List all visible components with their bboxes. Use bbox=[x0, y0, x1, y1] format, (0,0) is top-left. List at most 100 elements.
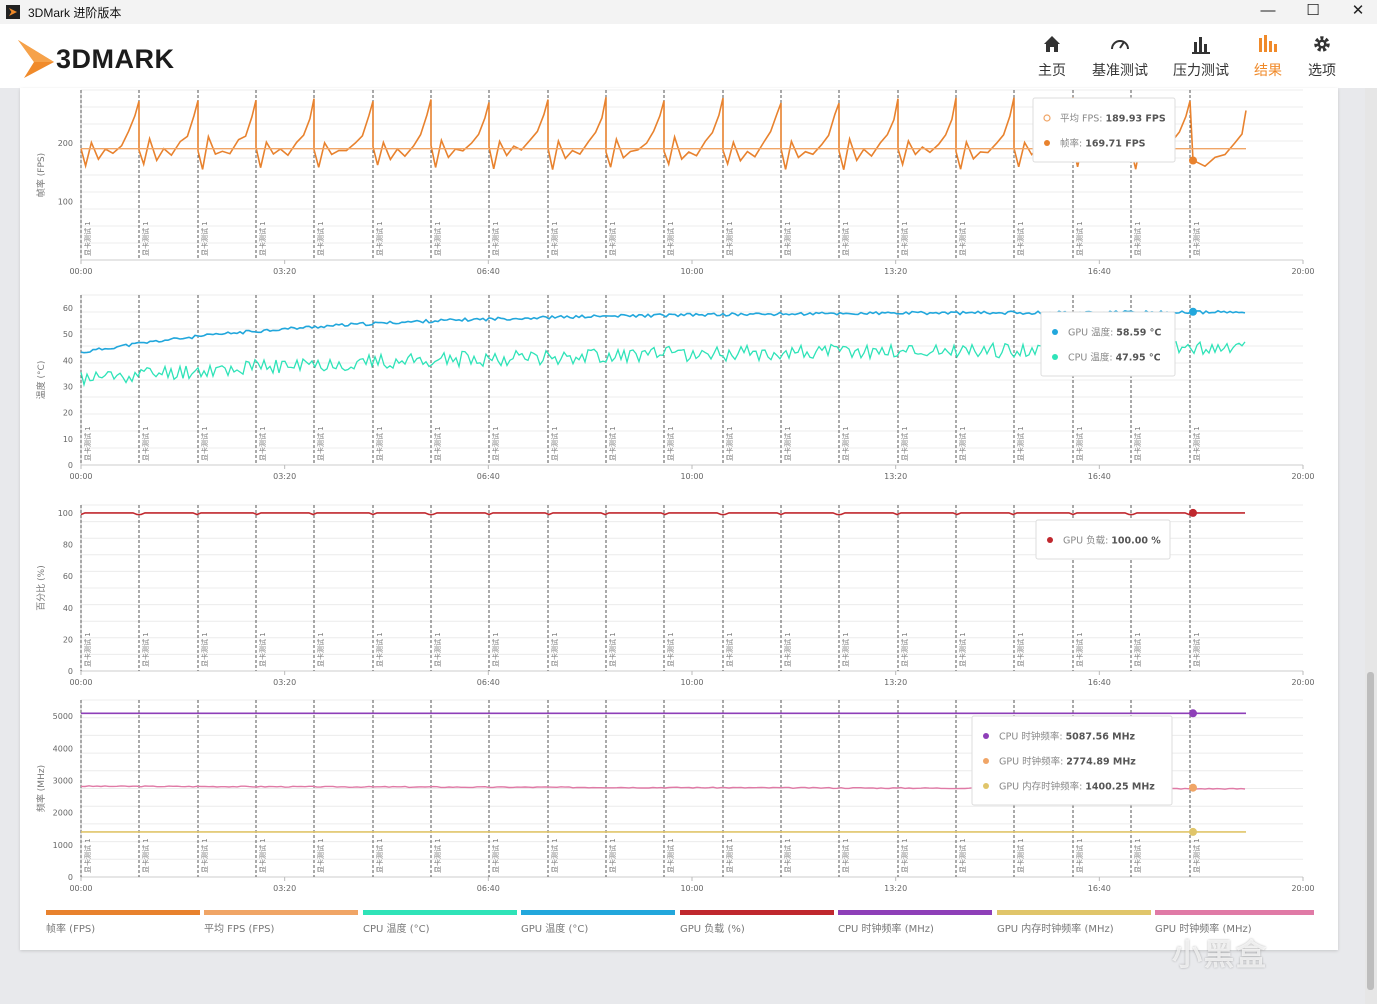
results-icon bbox=[1259, 35, 1277, 52]
tooltip-bullet bbox=[983, 758, 989, 764]
3dmark-logo[interactable]: 3DMARK bbox=[14, 32, 224, 80]
tooltip-bullet bbox=[1044, 140, 1050, 146]
close-button[interactable]: ✕ bbox=[1351, 2, 1365, 19]
y-tick-label: 100 bbox=[58, 197, 73, 206]
maximize-button[interactable]: ☐ bbox=[1306, 2, 1320, 19]
x-tick-label: 06:40 bbox=[477, 678, 500, 687]
x-tick-label: 00:00 bbox=[69, 267, 92, 276]
tooltip-bullet bbox=[1047, 537, 1053, 543]
tooltip-entry: GPU 内存时钟频率: 1400.25 MHz bbox=[999, 781, 1155, 793]
tooltip-series-name: 平均 FPS: bbox=[1060, 113, 1105, 125]
nav-home-label: 主页 bbox=[1038, 62, 1066, 78]
x-tick-label: 13:20 bbox=[884, 472, 907, 481]
y-tick-label: 20 bbox=[63, 635, 73, 644]
x-tick-label: 16:40 bbox=[1088, 267, 1111, 276]
tooltip-entry: GPU 负载: 100.00 % bbox=[1063, 535, 1161, 547]
legend-swatch-cpu-clock bbox=[838, 910, 992, 915]
test-marker-label: 显卡测试 1 bbox=[550, 221, 559, 256]
y-tick-label: 10 bbox=[63, 435, 73, 444]
nav-benchmarks[interactable]: 基准测试 bbox=[1088, 32, 1152, 88]
test-marker-label: 显卡测试 1 bbox=[725, 426, 734, 461]
legend-label-cpu-temp[interactable]: CPU 温度 (°C) bbox=[363, 924, 430, 935]
y-tick-label: 30 bbox=[63, 383, 73, 392]
legend-label-cpu-clock[interactable]: CPU 时钟频率 (MHz) bbox=[838, 924, 934, 935]
x-tick-label: 03:20 bbox=[273, 678, 296, 687]
nav-results[interactable]: 结果 bbox=[1248, 32, 1288, 88]
test-marker-label: 显卡测试 1 bbox=[1016, 632, 1025, 667]
gear-icon bbox=[1314, 36, 1330, 52]
test-marker-label: 显卡测试 1 bbox=[375, 838, 384, 873]
test-marker-label: 显卡测试 1 bbox=[725, 221, 734, 256]
test-marker-label: 显卡测试 1 bbox=[1133, 221, 1142, 256]
minimize-button[interactable]: — bbox=[1260, 2, 1276, 19]
test-marker-label: 显卡测试 1 bbox=[550, 426, 559, 461]
chart-4: 0 1000 2000 3000 4000 5000 频率 (MHz) 00:00 03:20 0… bbox=[35, 699, 1315, 893]
gpu-clock-cursor-dot bbox=[1189, 783, 1197, 792]
test-marker-label: 显卡测试 1 bbox=[1192, 221, 1201, 256]
tooltip-box bbox=[1040, 311, 1176, 377]
y-tick-label: 40 bbox=[63, 356, 73, 365]
y-axis-label: 温度 (°C) bbox=[35, 361, 47, 400]
tooltip-entry: GPU 时钟频率: 2774.89 MHz bbox=[999, 756, 1136, 768]
test-marker-label: 显卡测试 1 bbox=[900, 632, 909, 667]
test-marker-label: 显卡测试 1 bbox=[958, 426, 967, 461]
y-tick-label: 20 bbox=[63, 409, 73, 418]
legend-swatch-gpu-temp bbox=[521, 910, 675, 915]
nav-stress-tests[interactable]: 压力测试 bbox=[1170, 32, 1232, 88]
x-tick-label: 06:40 bbox=[477, 884, 500, 893]
legend-swatch-avg-fps bbox=[204, 910, 358, 915]
legend-swatch-fps bbox=[46, 910, 200, 915]
tooltip-1: 平均 FPS: 189.93 FPS 帧率: 169.71 FPS bbox=[1032, 97, 1176, 163]
legend-label-fps[interactable]: 帧率 (FPS) bbox=[46, 924, 96, 935]
title-bar: 3DMark 进阶版本 — ☐ ✕ bbox=[0, 0, 1377, 24]
test-marker-label: 显卡测试 1 bbox=[433, 838, 442, 873]
watermark: 小黑盒 bbox=[1172, 939, 1268, 972]
x-tick-label: 13:20 bbox=[884, 678, 907, 687]
tooltip-series-name: GPU 内存时钟频率: bbox=[999, 781, 1085, 793]
legend-label-gpu-mem-clock[interactable]: GPU 内存时钟频率 (MHz) bbox=[997, 924, 1114, 935]
scrollbar-thumb[interactable] bbox=[1367, 672, 1374, 990]
test-marker-label: 显卡测试 1 bbox=[1133, 632, 1142, 667]
test-marker-label: 显卡测试 1 bbox=[1192, 426, 1201, 461]
results-panel: 100 200 帧率 (FPS) 00:00 03:20 06:40 10:00 13:20 1… bbox=[20, 88, 1338, 950]
tooltip-bullet bbox=[1052, 329, 1058, 335]
test-marker-label: 显卡测试 1 bbox=[141, 221, 150, 256]
test-marker-label: 显卡测试 1 bbox=[666, 221, 675, 256]
x-tick-label: 06:40 bbox=[477, 472, 500, 481]
test-marker-label: 显卡测试 1 bbox=[958, 838, 967, 873]
test-marker-label: 显卡测试 1 bbox=[608, 632, 617, 667]
app-header: 3DMARK 主页 基准测试 压力测试 结果 选项 bbox=[0, 24, 1377, 88]
test-marker-label: 显卡测试 1 bbox=[841, 221, 850, 256]
legend-label-gpu-temp[interactable]: GPU 温度 (°C) bbox=[521, 924, 589, 935]
test-marker-label: 显卡测试 1 bbox=[1075, 838, 1084, 873]
test-marker-label: 显卡测试 1 bbox=[608, 221, 617, 256]
tooltip-bullet bbox=[983, 733, 989, 739]
nav-stress-label: 压力测试 bbox=[1173, 62, 1229, 78]
nav-options-label: 选项 bbox=[1308, 62, 1336, 78]
test-marker-label: 显卡测试 1 bbox=[83, 838, 92, 873]
test-marker-label: 显卡测试 1 bbox=[200, 838, 209, 873]
test-marker-label: 显卡测试 1 bbox=[258, 838, 267, 873]
test-marker-label: 显卡测试 1 bbox=[83, 632, 92, 667]
y-tick-label: 60 bbox=[63, 304, 73, 313]
tooltip-series-name: GPU 时钟频率: bbox=[999, 756, 1066, 768]
legend-label-gpu-load[interactable]: GPU 负载 (%) bbox=[680, 924, 745, 935]
tooltip-series-value: 100.00 % bbox=[1111, 536, 1161, 547]
test-marker-label: 显卡测试 1 bbox=[666, 426, 675, 461]
bar-chart-icon bbox=[1192, 37, 1210, 54]
tooltip-2: GPU 温度: 58.59 °C CPU 温度: 47.95 °C bbox=[1040, 311, 1176, 377]
x-tick-label: 10:00 bbox=[680, 472, 703, 481]
legend-label-avg-fps[interactable]: 平均 FPS (FPS) bbox=[204, 924, 275, 935]
test-marker-label: 显卡测试 1 bbox=[1075, 632, 1084, 667]
tooltip-series-value: 5087.56 MHz bbox=[1066, 732, 1136, 743]
test-marker-label: 显卡测试 1 bbox=[1133, 838, 1142, 873]
test-marker-label: 显卡测试 1 bbox=[1192, 838, 1201, 873]
test-marker-label: 显卡测试 1 bbox=[375, 221, 384, 256]
nav-options[interactable]: 选项 bbox=[1302, 32, 1342, 88]
test-marker-label: 显卡测试 1 bbox=[1133, 426, 1142, 461]
legend-label-gpu-clock[interactable]: GPU 时钟频率 (MHz) bbox=[1155, 924, 1252, 935]
nav-home[interactable]: 主页 bbox=[1030, 32, 1074, 88]
y-tick-label: 3000 bbox=[53, 776, 73, 785]
cpu-clock-cursor-dot bbox=[1189, 709, 1197, 718]
